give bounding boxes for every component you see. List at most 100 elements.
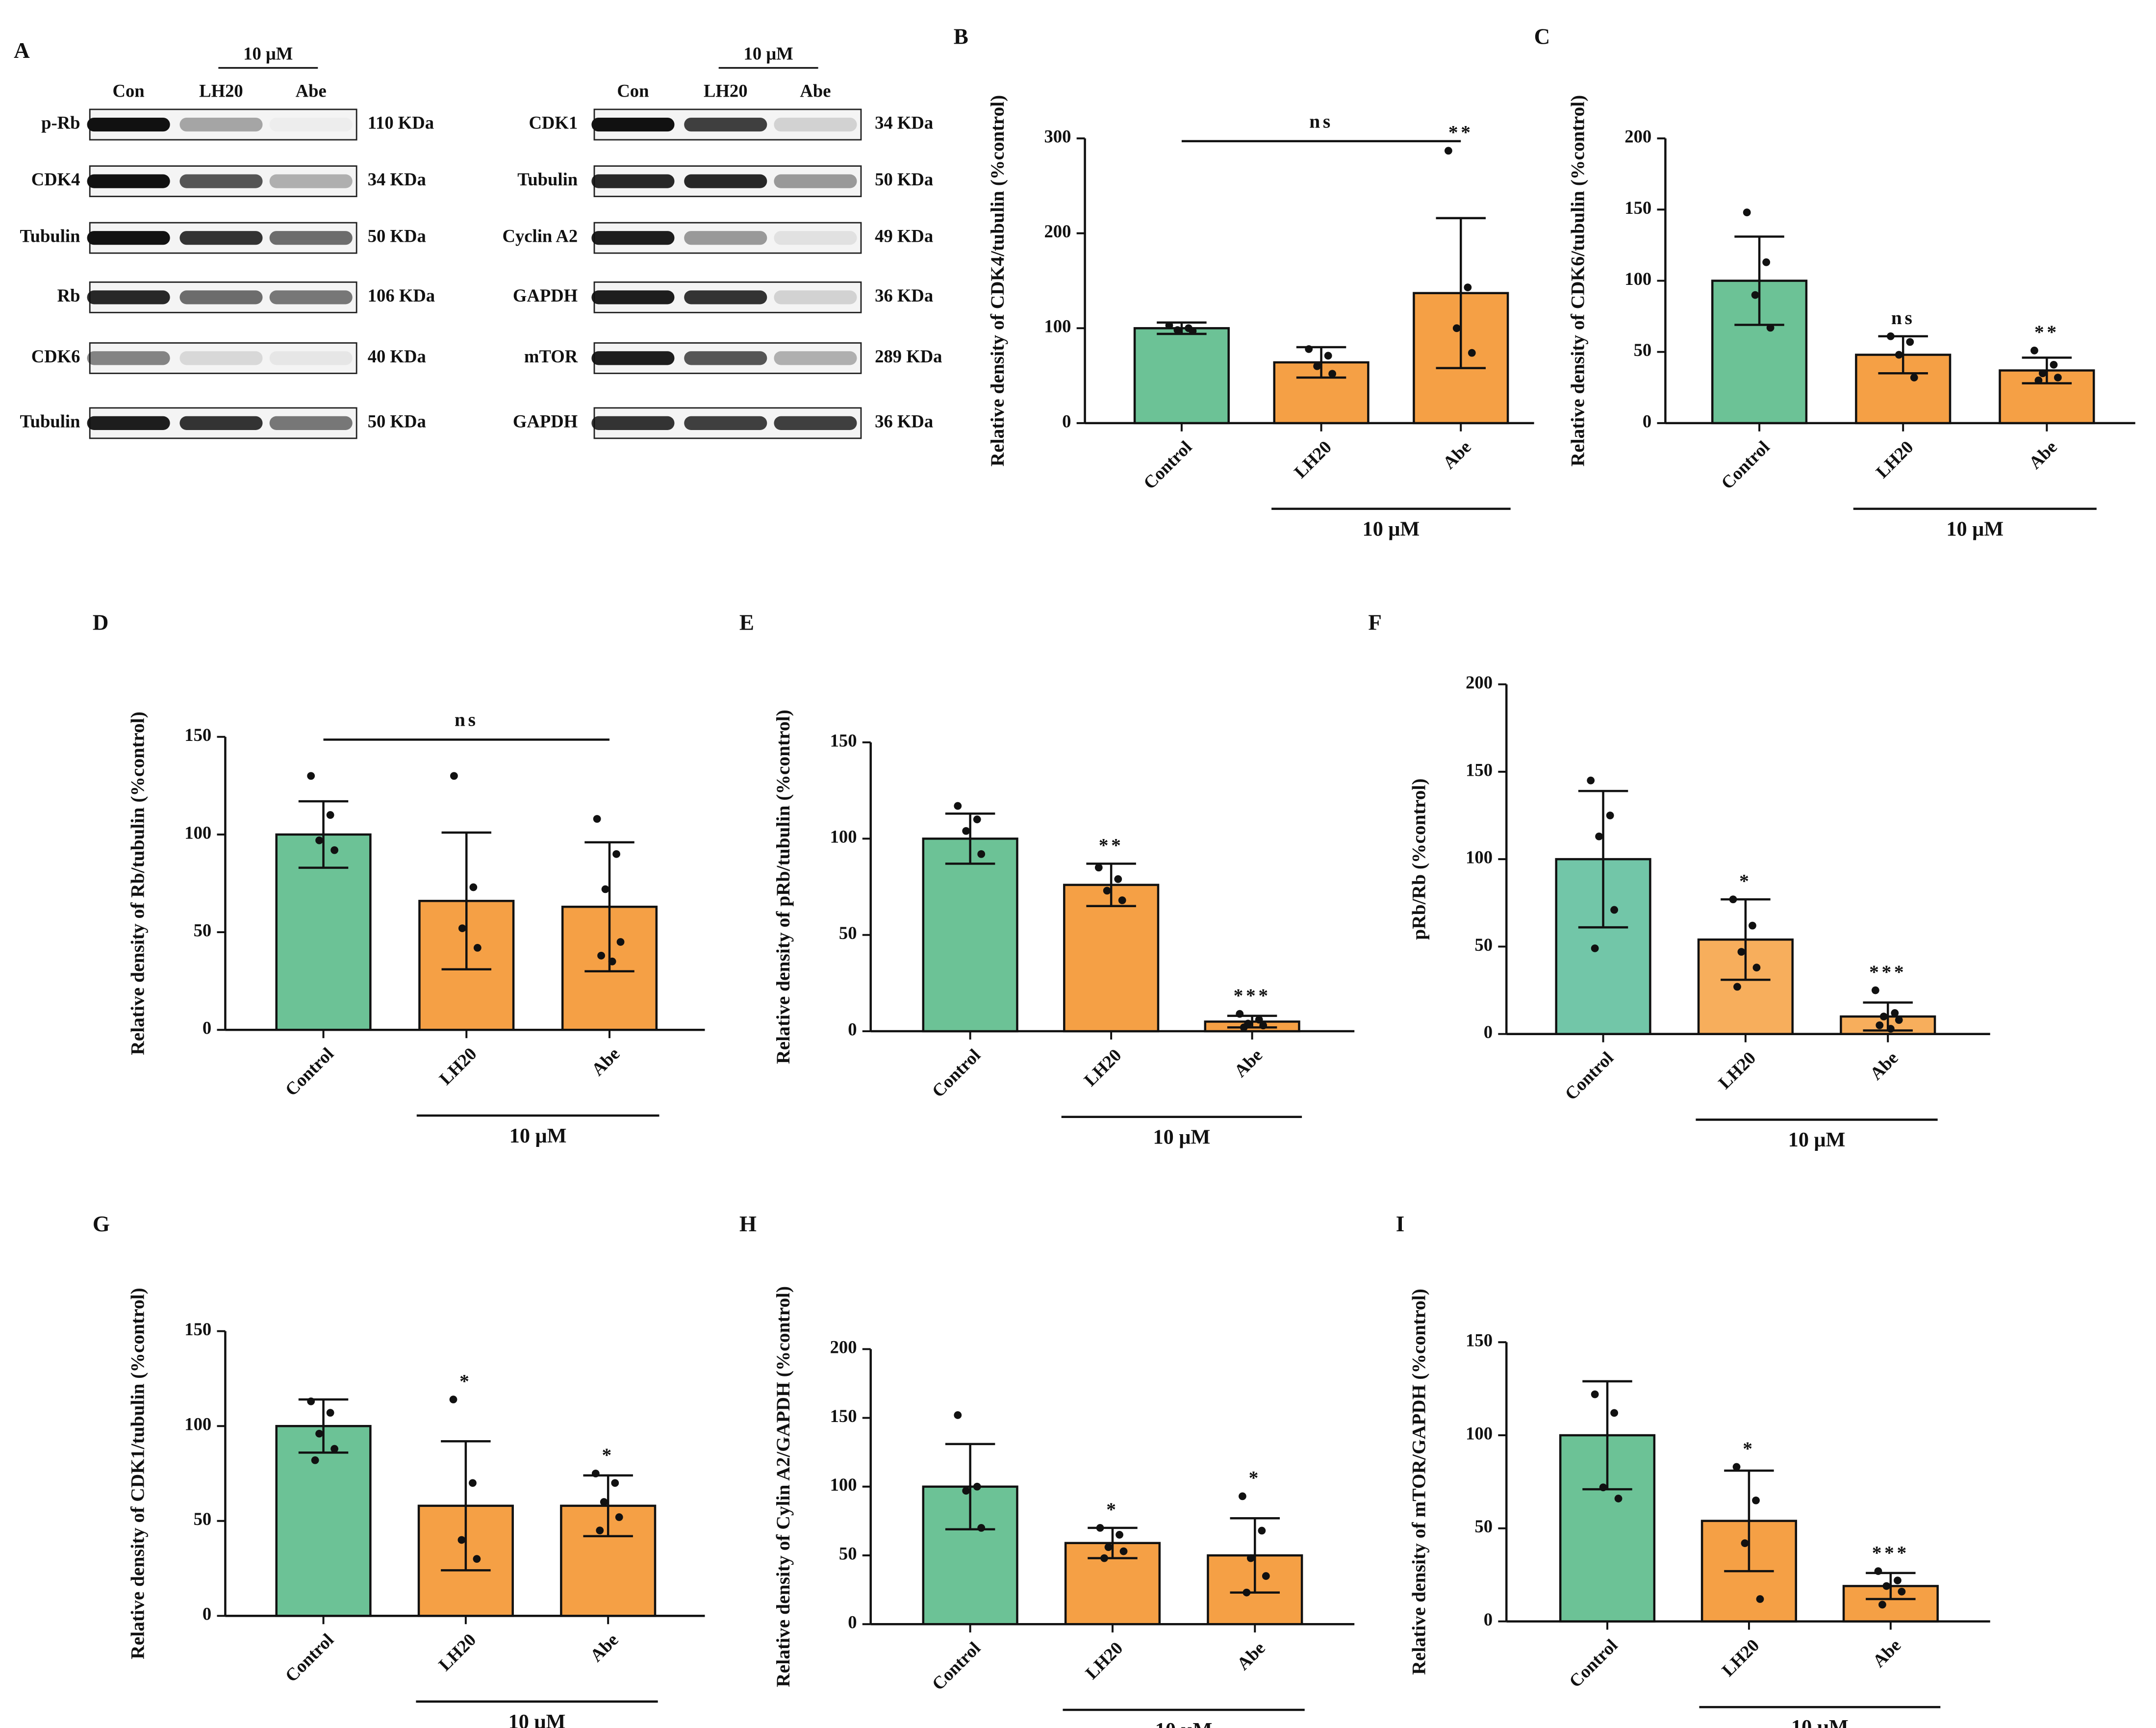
x-tick-label: Abe — [1866, 1047, 1902, 1084]
data-point — [307, 1398, 315, 1405]
blot-band — [87, 351, 170, 365]
y-tick-label: 0 — [1062, 411, 1071, 431]
error-bar — [945, 813, 995, 865]
y-tick-label: 0 — [1484, 1609, 1493, 1629]
data-point — [1891, 1009, 1899, 1017]
protein-label: CDK6 — [31, 346, 80, 366]
x-tick-label: Abe — [587, 1043, 624, 1080]
error-bar — [583, 1474, 633, 1537]
data-point — [1898, 1587, 1906, 1596]
x-tick-label: Control — [1717, 437, 1774, 493]
size-label: 34 KDa — [875, 112, 933, 132]
error-bar — [2022, 356, 2072, 384]
blot-band — [684, 231, 767, 245]
significance: ** — [1448, 122, 1473, 143]
error-bar — [1721, 898, 1771, 981]
data-point — [311, 1456, 319, 1464]
data-point — [1452, 324, 1461, 332]
data-point — [1895, 351, 1903, 359]
data-point — [1906, 338, 1914, 346]
x-tick-label: Abe — [586, 1629, 622, 1666]
data-point — [330, 846, 338, 854]
data-point — [1189, 327, 1197, 335]
size-label: 110 KDa — [368, 112, 434, 132]
data-point — [449, 1396, 457, 1403]
data-point — [1328, 370, 1337, 378]
data-point — [1614, 1495, 1623, 1502]
data-point — [1591, 1390, 1599, 1398]
data-point — [326, 811, 334, 819]
error-bar — [441, 831, 492, 970]
x-tick-label: LH20 — [1872, 437, 1917, 482]
data-point — [1305, 345, 1313, 353]
data-point — [954, 802, 962, 810]
data-point — [1259, 1021, 1268, 1030]
protein-label: p-Rb — [41, 112, 80, 132]
y-tick-label: 100 — [830, 1474, 857, 1495]
bar — [1711, 280, 1808, 425]
blot-band — [269, 290, 353, 305]
data-point — [1886, 332, 1895, 340]
data-point — [1882, 1582, 1891, 1590]
data-point — [962, 827, 970, 835]
blot-band — [774, 117, 857, 132]
panel-label: C — [1534, 25, 1550, 49]
y-tick-label: 50 — [194, 920, 212, 940]
blot-band — [591, 290, 675, 305]
error-bar — [1088, 1526, 1138, 1559]
data-point — [1324, 352, 1332, 360]
data-point — [1762, 258, 1771, 266]
group-label: 10 μM — [1791, 1716, 1849, 1728]
x-tick-label: Control — [1561, 1047, 1617, 1104]
size-label: 50 KDa — [368, 226, 426, 246]
y-axis-label: Relative density of Rb/tubulin (%control… — [127, 712, 149, 1055]
blot-band — [684, 290, 767, 305]
size-label: 40 KDa — [368, 346, 426, 366]
panel-label: I — [1396, 1212, 1405, 1236]
x-tick-label: Control — [281, 1043, 337, 1100]
bar — [1133, 327, 1230, 425]
y-tick-label: 100 — [1466, 847, 1493, 867]
group-label: 10 μM — [1155, 1719, 1213, 1728]
size-label: 34 KDa — [368, 169, 426, 189]
error-bar — [441, 1440, 491, 1572]
size-label: 289 KDa — [875, 346, 942, 366]
data-point — [1262, 1572, 1270, 1580]
significance: ** — [1099, 835, 1124, 856]
data-point — [1895, 1016, 1903, 1024]
blot-band — [591, 174, 675, 188]
x-tick-label: LH20 — [1081, 1638, 1126, 1683]
y-tick-label: 150 — [830, 730, 857, 750]
data-point — [612, 850, 620, 858]
x-tick-label: LH20 — [434, 1629, 480, 1675]
y-tick-label: 200 — [830, 1337, 857, 1357]
blot-band — [684, 174, 767, 188]
blot-band — [179, 231, 263, 245]
blot-band — [87, 416, 170, 430]
size-label: 49 KDa — [875, 226, 933, 246]
bracket-label: ns — [1309, 110, 1333, 132]
x-tick-label: LH20 — [435, 1043, 480, 1089]
blot-band — [269, 416, 353, 430]
panel-label: A — [14, 38, 30, 63]
blot-band — [684, 351, 767, 365]
y-tick-label: 50 — [839, 923, 857, 943]
error-bar — [298, 1398, 349, 1454]
y-tick-label: 0 — [848, 1019, 857, 1039]
data-point — [1165, 321, 1173, 330]
data-point — [597, 951, 605, 960]
data-point — [611, 1479, 619, 1487]
y-axis-label: Relative density of mTOR/GAPDH (%control… — [1408, 1289, 1430, 1675]
data-point — [450, 772, 458, 780]
data-point — [1444, 147, 1452, 155]
protein-label: Rb — [57, 285, 80, 305]
lane-header: Con — [617, 81, 649, 101]
y-tick-label: 50 — [1634, 340, 1652, 360]
data-point — [2030, 346, 2038, 355]
error-bar — [1724, 1469, 1774, 1573]
error-bar — [1230, 1517, 1280, 1594]
group-label: 10 μM — [1946, 517, 2004, 540]
data-point — [973, 815, 981, 823]
data-point — [616, 938, 625, 946]
protein-label: Tubulin — [20, 411, 80, 431]
